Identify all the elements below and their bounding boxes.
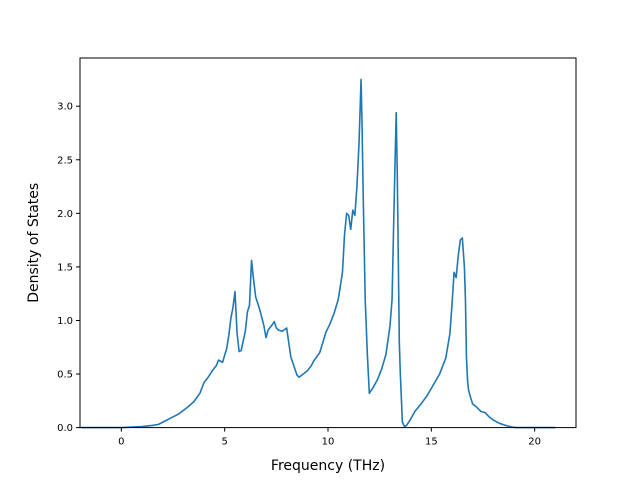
x-tick-label: 10 <box>322 437 335 448</box>
y-tick-label: 1.5 <box>57 262 73 273</box>
x-tick-label: 0 <box>118 437 124 448</box>
x-tick-label: 5 <box>221 437 227 448</box>
y-tick-label: 3.0 <box>57 102 73 113</box>
y-axis-ticks: 0.0 0.5 1.0 1.5 2.0 2.5 3.0 <box>57 102 80 434</box>
plot-area <box>81 78 556 429</box>
y-tick-label: 1.0 <box>57 316 73 327</box>
series-line-0 <box>81 78 556 429</box>
y-axis-label: Density of States <box>26 183 42 303</box>
x-axis-ticks: 0 5 10 15 20 <box>118 427 541 448</box>
y-tick-label: 2.0 <box>57 209 73 220</box>
x-axis-label: Frequency (THz) <box>271 458 385 474</box>
y-tick-label: 2.5 <box>57 155 73 166</box>
x-tick-label: 15 <box>425 437 438 448</box>
plot-frame <box>79 57 577 429</box>
x-tick-label: 20 <box>528 437 541 448</box>
y-tick-label: 0.5 <box>57 370 73 381</box>
y-tick-label: 0.0 <box>57 423 73 434</box>
